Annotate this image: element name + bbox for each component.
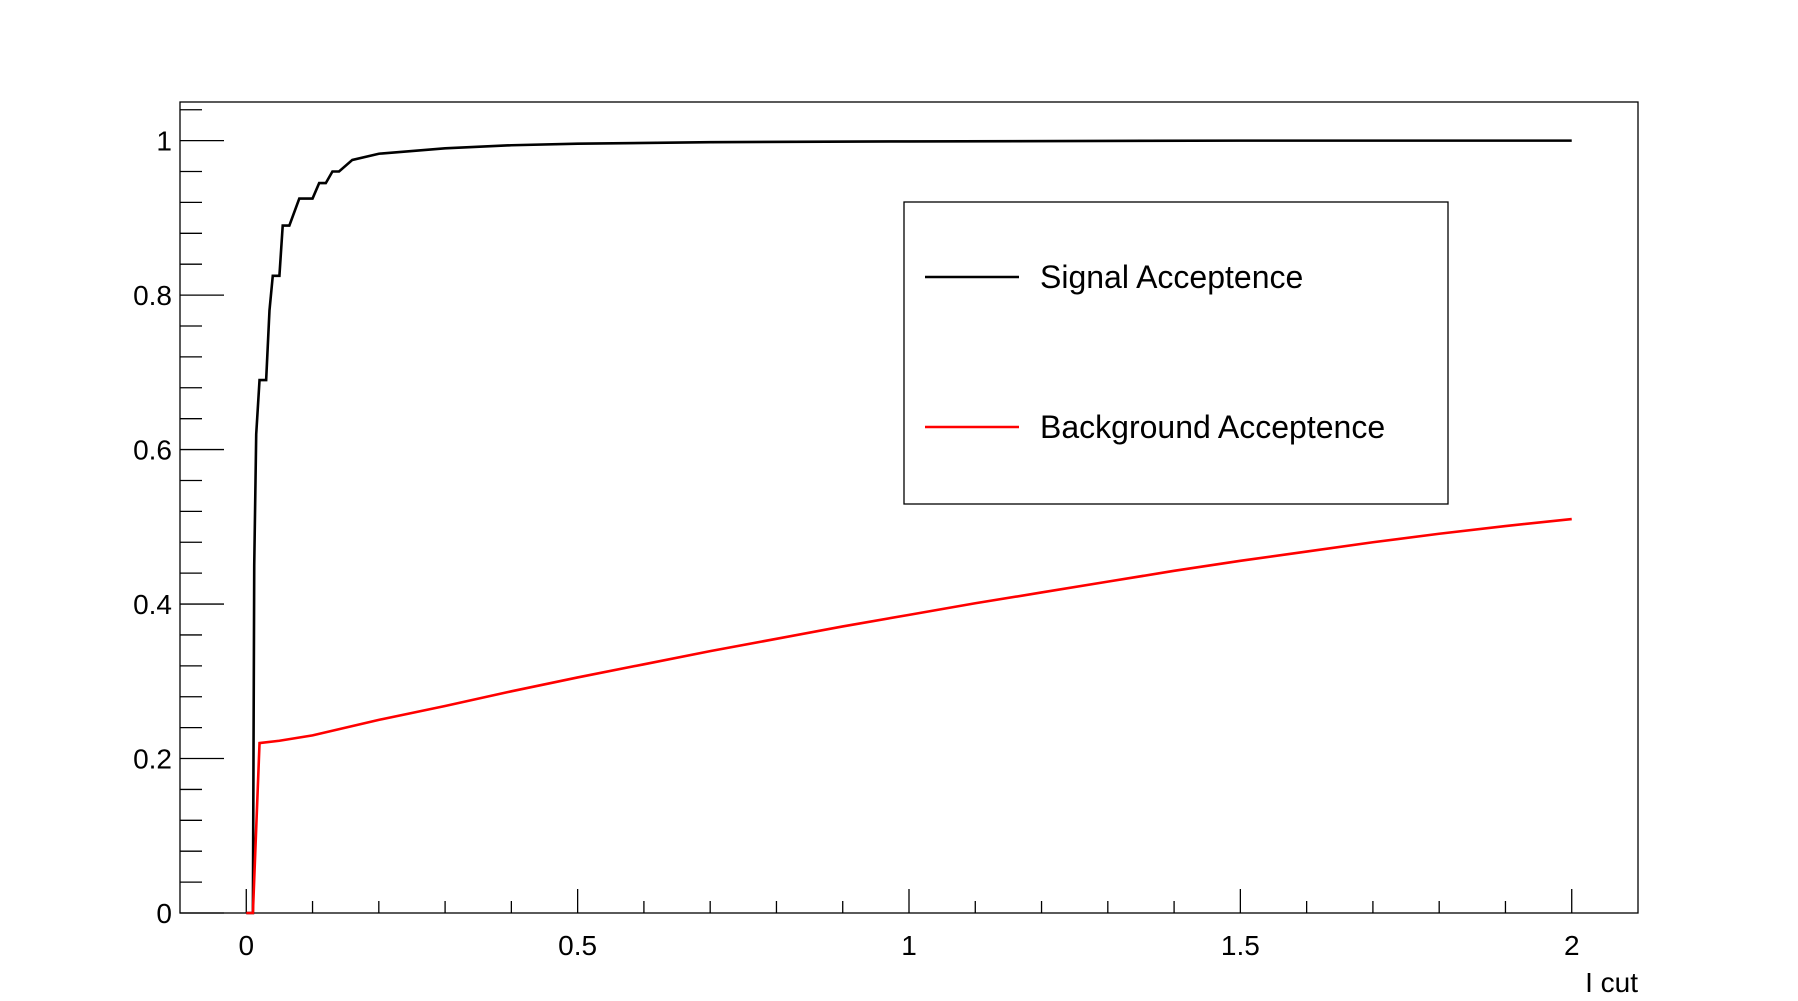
series-line-background	[246, 517, 1572, 915]
legend: Signal Acceptence Background Acceptence	[903, 201, 1449, 505]
y-tick-label: 0.4	[133, 589, 172, 620]
y-axis: 0 0.2 0.4 0.6 0.8 1	[133, 109, 224, 929]
x-tick-label: 0	[238, 930, 254, 961]
legend-box	[903, 201, 1449, 505]
legend-label: Background Acceptence	[1040, 409, 1385, 445]
x-axis-title: I cut	[1585, 967, 1638, 998]
x-tick-label: 1.5	[1221, 930, 1260, 961]
series-layer	[246, 139, 1572, 915]
x-axis: 0 0.5 1 1.5 2I cut	[238, 889, 1638, 998]
x-tick-label: 2	[1564, 930, 1580, 961]
legend-label: Signal Acceptence	[1040, 259, 1303, 295]
y-tick-label: 0.8	[133, 280, 172, 311]
x-tick-label: 1	[901, 930, 917, 961]
y-tick-label: 0.6	[133, 435, 172, 466]
y-tick-label: 0.2	[133, 744, 172, 775]
x-tick-label: 0.5	[558, 930, 597, 961]
series-line-signal	[246, 139, 1572, 915]
y-tick-label: 1	[156, 126, 172, 157]
y-tick-label: 0	[156, 898, 172, 929]
